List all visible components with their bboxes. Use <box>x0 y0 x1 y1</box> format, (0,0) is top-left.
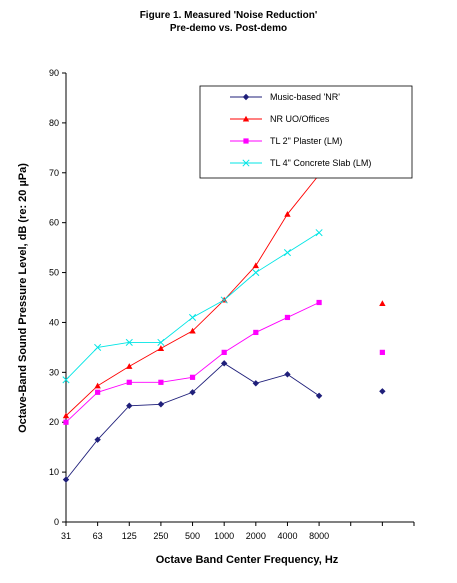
data-point <box>315 392 323 399</box>
data-point <box>253 329 259 336</box>
x-tick-label: 31 <box>61 531 71 541</box>
data-point <box>242 159 250 167</box>
data-point <box>379 349 385 355</box>
data-point <box>189 327 196 334</box>
legend-entry: NR UO/Offices <box>230 114 330 124</box>
data-point <box>94 343 102 351</box>
y-tick-label: 40 <box>49 317 59 327</box>
data-point <box>157 401 165 408</box>
y-tick-label: 90 <box>49 68 59 78</box>
data-point <box>126 402 133 409</box>
data-point <box>126 363 133 369</box>
data-point <box>189 374 196 380</box>
data-point <box>252 380 260 387</box>
legend-label: Music-based 'NR' <box>270 92 340 102</box>
chart-subtitle: Pre-demo vs. Post-demo <box>169 23 288 34</box>
data-point <box>126 379 132 385</box>
data-point <box>157 338 165 346</box>
data-point <box>315 229 323 237</box>
data-point <box>242 115 250 122</box>
y-tick-label: 50 <box>49 268 59 278</box>
series-line <box>65 302 320 423</box>
data-point <box>94 382 101 389</box>
legend-label: NR UO/Offices <box>270 114 330 124</box>
data-point <box>62 476 70 483</box>
data-point <box>188 313 197 322</box>
y-tick-label: 60 <box>49 218 59 228</box>
data-point <box>189 389 196 396</box>
data-point <box>284 210 291 217</box>
x-tick-label: 1000 <box>214 531 234 541</box>
x-tick-label: 63 <box>93 531 103 541</box>
y-tick-label: 70 <box>49 168 59 178</box>
data-point <box>157 345 165 351</box>
data-point <box>62 412 70 419</box>
y-axis-label: Octave-Band Sound Pressure Level, dB (re… <box>17 163 29 433</box>
chart-title: Figure 1. Measured 'Noise Reduction' <box>139 10 318 21</box>
legend-label: TL 4" Concrete Slab (LM) <box>270 158 371 168</box>
x-tick-label: 250 <box>153 531 168 541</box>
data-point <box>379 300 386 307</box>
data-point <box>158 379 164 385</box>
y-tick-label: 80 <box>49 118 59 128</box>
legend-entry: TL 2" Plaster (LM) <box>230 136 342 146</box>
data-point <box>284 371 291 378</box>
data-point <box>95 389 101 395</box>
y-tick-label: 30 <box>49 367 59 377</box>
x-tick-label: 2000 <box>246 531 266 541</box>
legend-entry: TL 4" Concrete Slab (LM) <box>230 158 371 168</box>
x-tick-label: 500 <box>185 531 200 541</box>
data-point <box>63 419 69 425</box>
data-point <box>242 93 250 101</box>
series-line <box>65 232 320 381</box>
y-tick-label: 20 <box>49 417 59 427</box>
y-tick-label: 10 <box>49 467 59 477</box>
data-point <box>243 138 249 144</box>
data-point <box>284 314 291 321</box>
data-point <box>252 262 260 269</box>
data-point <box>62 376 70 384</box>
data-point <box>283 249 292 257</box>
legend-label: TL 2" Plaster (LM) <box>270 136 342 146</box>
data-point <box>316 299 322 306</box>
x-tick-label: 8000 <box>309 531 329 541</box>
legend-entry: Music-based 'NR' <box>230 92 340 102</box>
series-line <box>65 362 320 480</box>
data-point <box>125 338 133 346</box>
data-point <box>220 296 228 304</box>
data-point <box>252 269 260 277</box>
data-point <box>379 388 386 395</box>
data-point <box>221 349 227 355</box>
x-tick-label: 125 <box>122 531 137 541</box>
data-point <box>94 436 101 443</box>
y-tick-label: 0 <box>54 517 59 527</box>
data-point <box>220 360 228 367</box>
x-tick-label: 4000 <box>277 531 297 541</box>
x-axis-label: Octave Band Center Frequency, Hz <box>156 554 339 566</box>
